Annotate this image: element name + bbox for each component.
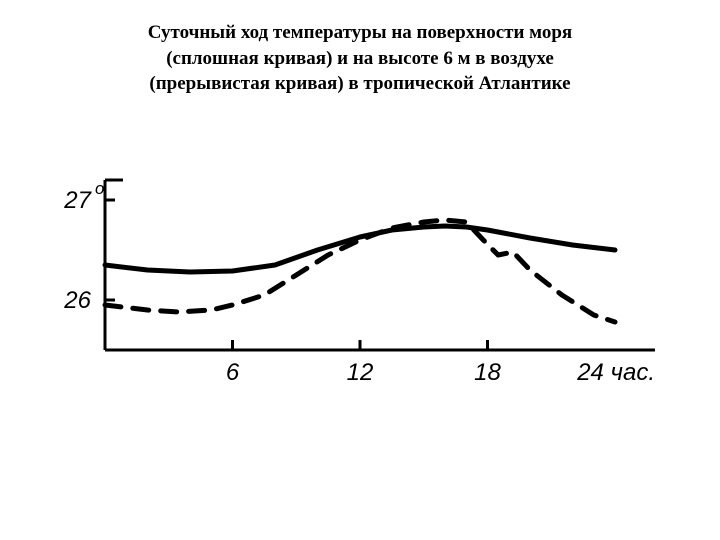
y-tick-label: 26 — [63, 287, 91, 314]
x-tick-label: 6 — [226, 359, 240, 386]
y-degree-symbol: o — [95, 179, 104, 198]
x-axis-end-label: 24 час. — [576, 359, 655, 386]
title-line-2: (сплошная кривая) и на высоте 6 м в возд… — [60, 46, 660, 72]
y-tick-label: 27 — [63, 187, 92, 214]
series-sea-surface-solid — [105, 226, 615, 272]
chart-area: 26 27o 6 12 18 24 час. — [30, 170, 690, 390]
x-tick-label: 12 — [347, 359, 374, 386]
chart-title: Суточный ход температуры на поверхности … — [0, 20, 720, 97]
x-tick-label: 18 — [474, 359, 501, 386]
title-line-3: (прерывистая кривая) в тропической Атлан… — [60, 71, 660, 97]
title-line-1: Суточный ход температуры на поверхности … — [60, 20, 660, 46]
